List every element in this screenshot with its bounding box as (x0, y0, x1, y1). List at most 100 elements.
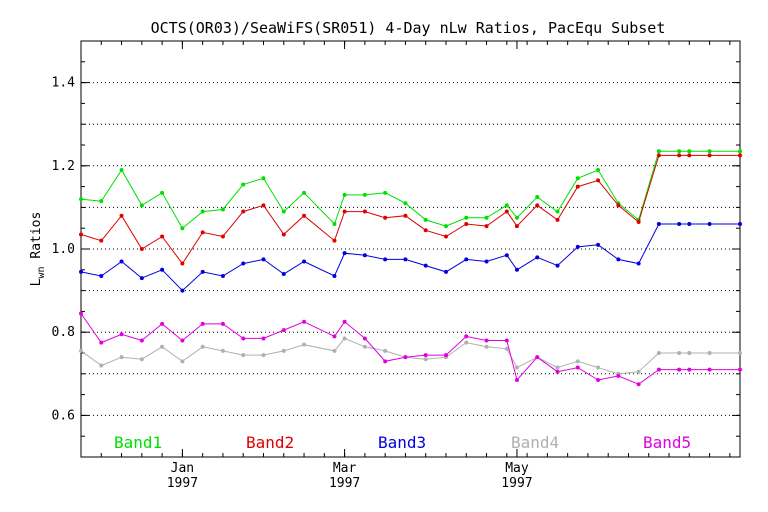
gridlines (81, 82, 740, 416)
data-point-band3 (677, 222, 682, 227)
data-point-band5 (160, 321, 165, 326)
legend-label-band1: Band1 (114, 433, 162, 452)
series-lines (79, 149, 742, 387)
data-point-band3 (180, 288, 185, 293)
data-point-band2 (362, 209, 367, 214)
data-point-band4 (160, 344, 165, 349)
data-point-band2 (504, 209, 509, 214)
x-tick-label-year: 1997 (167, 476, 198, 491)
data-point-band2 (464, 222, 469, 227)
data-point-band4 (241, 353, 246, 358)
data-point-band3 (332, 274, 337, 279)
data-point-band5 (484, 338, 489, 343)
data-point-band3 (241, 261, 246, 266)
data-point-band1 (738, 149, 742, 154)
data-point-band5 (616, 373, 621, 378)
data-point-band1 (160, 190, 165, 195)
data-point-band3 (738, 222, 742, 227)
data-point-band3 (261, 257, 266, 262)
series-line-band1 (80, 150, 740, 229)
chart-title: OCTS(OR03)/SeaWiFS(SR051) 4-Day nLw Rati… (151, 19, 666, 37)
data-point-band2 (99, 238, 104, 243)
data-point-band4 (504, 346, 509, 351)
x-tick-label-month: Jan (171, 461, 194, 476)
data-point-band4 (99, 363, 104, 368)
data-point-band3 (99, 274, 104, 279)
data-point-band3 (575, 244, 580, 249)
data-point-band5 (241, 336, 246, 341)
data-point-band5 (504, 338, 509, 343)
data-point-band2 (302, 213, 307, 218)
data-point-band1 (79, 197, 83, 202)
data-point-band3 (484, 259, 489, 264)
data-point-band2 (403, 213, 408, 218)
data-point-band4 (423, 357, 428, 362)
data-point-band5 (383, 359, 388, 364)
data-point-band4 (362, 344, 367, 349)
data-point-band4 (464, 340, 469, 345)
data-point-band4 (484, 344, 489, 349)
data-point-band5 (514, 378, 519, 383)
data-point-band2 (596, 178, 601, 183)
data-point-band2 (180, 261, 185, 266)
data-point-band4 (119, 355, 124, 360)
data-point-band2 (241, 209, 246, 214)
data-point-band4 (180, 359, 185, 364)
data-point-band2 (261, 203, 266, 208)
data-point-band2 (484, 224, 489, 229)
data-point-band5 (555, 369, 560, 374)
data-point-band3 (514, 267, 519, 272)
x-tick-label-month: Mar (333, 461, 357, 476)
y-tick-label: 1.2 (52, 159, 75, 174)
data-point-band5 (281, 328, 286, 333)
data-point-band3 (504, 253, 509, 258)
data-point-band4 (596, 365, 601, 370)
data-point-band2 (707, 153, 712, 158)
data-point-band1 (423, 217, 428, 222)
y-tick-label: 1.0 (52, 242, 75, 257)
data-point-band2 (139, 247, 144, 251)
data-point-band5 (119, 332, 124, 337)
data-point-band3 (707, 222, 712, 227)
data-point-band2 (738, 153, 742, 158)
data-point-band2 (575, 184, 580, 189)
data-point-band2 (332, 238, 337, 243)
data-point-band4 (738, 351, 742, 355)
data-point-band1 (504, 203, 509, 208)
data-point-band2 (383, 215, 388, 220)
data-point-band1 (707, 149, 712, 154)
data-point-band5 (342, 319, 347, 324)
data-point-band4 (281, 348, 286, 353)
data-point-band1 (261, 176, 266, 181)
data-point-band2 (535, 203, 540, 208)
data-point-band5 (738, 367, 742, 372)
data-point-band5 (180, 338, 185, 343)
data-point-band4 (636, 369, 641, 374)
data-point-band1 (677, 149, 682, 154)
data-point-band4 (514, 365, 519, 370)
data-point-band1 (362, 192, 367, 197)
data-point-band5 (677, 367, 682, 372)
data-point-band1 (656, 149, 661, 154)
data-point-band3 (687, 222, 692, 227)
data-point-band2 (160, 234, 165, 239)
data-point-band3 (160, 267, 165, 272)
data-point-band5 (99, 340, 104, 345)
data-point-band3 (383, 257, 388, 262)
series-line-band4 (80, 337, 740, 375)
data-point-band5 (423, 353, 428, 358)
data-point-band1 (575, 176, 580, 181)
data-point-band5 (575, 365, 580, 370)
data-point-band4 (302, 342, 307, 347)
data-point-band5 (636, 382, 641, 387)
legend: Band1 Band2 Band3 Band4 Band5 (114, 433, 691, 452)
data-point-band3 (423, 263, 428, 268)
data-point-band1 (200, 209, 205, 214)
data-point-band1 (139, 203, 144, 208)
data-point-band5 (443, 353, 448, 358)
y-tick-label: 0.6 (52, 408, 75, 423)
data-point-band3 (200, 269, 205, 274)
legend-label-band4: Band4 (511, 433, 559, 452)
data-point-band1 (119, 167, 124, 172)
